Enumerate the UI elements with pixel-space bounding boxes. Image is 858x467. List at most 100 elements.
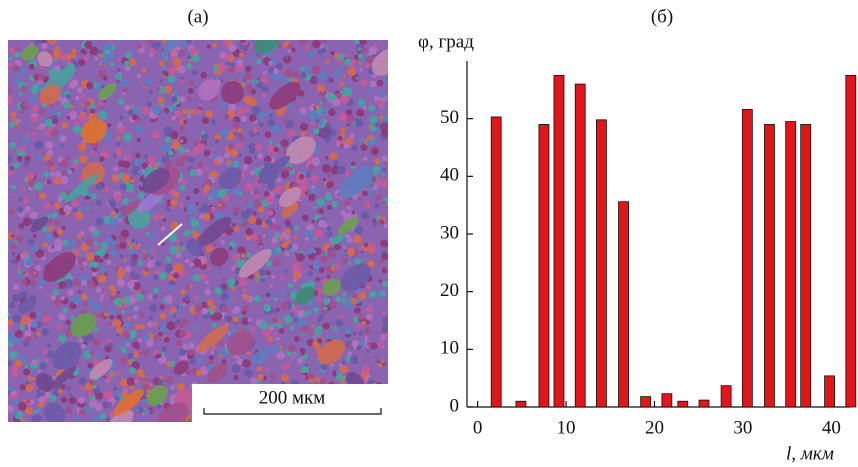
grain	[257, 76, 262, 82]
grain	[153, 322, 158, 327]
grain	[313, 335, 317, 339]
grain	[261, 92, 267, 98]
grain	[274, 232, 281, 239]
grain	[258, 122, 264, 127]
grain	[50, 200, 54, 205]
grain	[169, 360, 176, 367]
grain	[369, 115, 378, 124]
grain	[262, 233, 267, 238]
grain	[67, 169, 73, 175]
grain	[239, 278, 248, 287]
grain	[245, 227, 254, 236]
grain	[19, 324, 26, 331]
grain	[284, 54, 289, 59]
grain	[201, 307, 209, 315]
grain	[281, 241, 289, 249]
grain	[140, 288, 147, 295]
grain	[182, 318, 190, 326]
grain	[374, 203, 380, 209]
grain	[374, 355, 378, 359]
grain	[221, 283, 227, 289]
grain	[84, 100, 91, 107]
grain	[251, 105, 261, 115]
grain	[139, 312, 146, 319]
grain	[42, 314, 52, 324]
y-tick-label: 20	[440, 280, 459, 301]
grain	[245, 203, 251, 209]
grain	[290, 170, 295, 175]
grain	[149, 210, 157, 217]
grain	[8, 386, 15, 392]
grain	[280, 373, 290, 382]
grain	[347, 351, 353, 357]
grain	[19, 109, 24, 115]
grain	[383, 161, 388, 165]
grain	[186, 96, 193, 102]
grain	[336, 373, 344, 381]
grain	[280, 170, 290, 179]
grain	[23, 340, 30, 347]
grain	[339, 315, 344, 320]
grain	[204, 178, 213, 187]
grain	[173, 360, 190, 375]
chart-title: (б)	[651, 6, 673, 27]
grain	[271, 71, 281, 81]
grain	[257, 205, 265, 213]
grain	[270, 373, 276, 379]
grain	[41, 42, 48, 50]
grain	[381, 200, 387, 205]
grain	[224, 315, 230, 321]
grain	[363, 156, 368, 161]
grain	[54, 171, 62, 178]
grain	[150, 118, 154, 123]
grain	[133, 273, 141, 281]
grain	[341, 257, 348, 265]
grain	[19, 290, 28, 300]
grain	[351, 210, 356, 215]
grain	[152, 287, 159, 294]
grain	[141, 398, 148, 404]
grain	[179, 79, 185, 84]
grain	[86, 252, 95, 261]
panel-label: (a)	[187, 6, 208, 27]
grain	[57, 111, 61, 116]
grain	[149, 304, 158, 313]
grain	[253, 295, 261, 302]
grain	[269, 283, 274, 288]
grain	[93, 255, 101, 263]
grain	[251, 347, 271, 365]
grain	[373, 43, 378, 48]
grain	[220, 128, 229, 138]
grain	[365, 305, 374, 313]
grain	[96, 248, 106, 257]
grain	[374, 122, 380, 128]
grain	[157, 379, 164, 386]
grain	[333, 164, 338, 169]
grain	[109, 61, 115, 67]
grain	[264, 131, 272, 138]
grain	[214, 134, 221, 141]
grain	[171, 140, 181, 149]
grain	[170, 115, 177, 121]
grain	[276, 194, 280, 199]
grain	[249, 170, 255, 176]
grain	[311, 174, 319, 183]
grain	[179, 125, 186, 132]
grain	[30, 278, 37, 285]
grain	[129, 385, 135, 391]
grain	[203, 149, 211, 157]
grain	[144, 266, 150, 272]
grain	[266, 209, 274, 217]
grain	[124, 266, 132, 273]
grain	[315, 376, 322, 383]
grain	[191, 54, 200, 62]
grain	[60, 175, 69, 185]
grain	[317, 338, 323, 344]
grain	[337, 53, 345, 61]
grain	[182, 108, 188, 115]
grain	[346, 113, 355, 122]
grain	[36, 310, 43, 318]
grain	[94, 241, 99, 246]
grain	[141, 42, 146, 47]
grain	[240, 115, 248, 123]
